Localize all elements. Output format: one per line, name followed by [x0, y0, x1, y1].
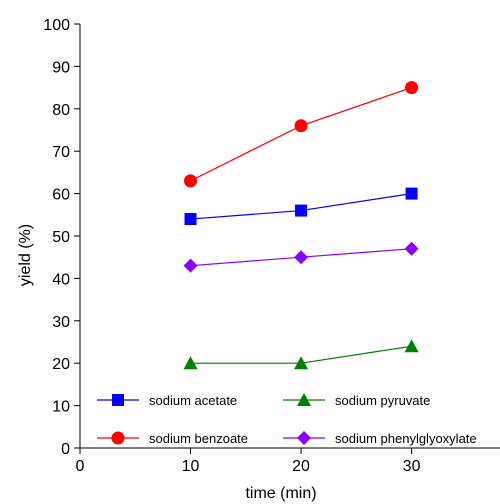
data-point — [183, 258, 198, 273]
x-tick-label: 0 — [76, 458, 85, 475]
data-point — [404, 339, 419, 353]
y-tick-label: 60 — [52, 187, 70, 204]
series-layer — [183, 81, 419, 370]
legend-label: sodium benzoate — [149, 431, 248, 446]
y-tick-label: 90 — [52, 59, 70, 76]
y-tick-label: 30 — [52, 314, 70, 331]
data-point — [404, 241, 419, 256]
data-point — [184, 174, 198, 188]
y-axis-title: yield (%) — [17, 224, 34, 286]
data-point — [294, 250, 309, 265]
legend-marker — [112, 394, 124, 406]
series-1 — [184, 81, 419, 188]
y-tick-label: 40 — [52, 271, 70, 288]
ticks: 0 10 20 30 40 50 60 70 80 90 100 0 10 20 30 — [43, 17, 420, 475]
data-point — [183, 356, 198, 370]
data-point — [184, 213, 197, 226]
y-tick-label: 70 — [52, 144, 70, 161]
legend-marker — [111, 431, 125, 445]
x-tick-label: 20 — [292, 458, 310, 475]
legend-marker — [297, 393, 311, 406]
y-tick-label: 0 — [61, 441, 70, 458]
legend-label: sodium acetate — [149, 393, 237, 408]
y-tick-label: 50 — [52, 229, 70, 246]
x-tick-label: 10 — [182, 458, 200, 475]
series-0 — [184, 187, 418, 226]
x-axis-title: time (min) — [245, 485, 316, 502]
x-tick-label: 30 — [403, 458, 421, 475]
legend-item-0: sodium acetate — [97, 393, 237, 408]
data-point — [295, 204, 308, 217]
data-point — [405, 81, 419, 95]
legend-item-3: sodium phenylglyoxylate — [283, 431, 477, 446]
legend-label: sodium pyruvate — [335, 393, 430, 408]
series-line — [190, 87, 412, 182]
data-point — [294, 119, 308, 133]
series-2 — [183, 339, 419, 370]
y-tick-label: 100 — [43, 17, 70, 34]
data-point — [405, 187, 418, 200]
legend-item-1: sodium benzoate — [97, 431, 248, 446]
axes — [79, 24, 500, 449]
legend-item-2: sodium pyruvate — [283, 393, 430, 408]
y-tick-label: 10 — [52, 399, 70, 416]
series-3 — [183, 241, 419, 273]
legend: sodium acetate sodium pyruvate sodium benz… — [97, 393, 477, 446]
legend-marker — [297, 431, 311, 445]
y-tick-label: 80 — [52, 102, 70, 119]
y-tick-label: 20 — [52, 356, 70, 373]
data-point — [294, 356, 309, 370]
legend-label: sodium phenylglyoxylate — [335, 431, 477, 446]
